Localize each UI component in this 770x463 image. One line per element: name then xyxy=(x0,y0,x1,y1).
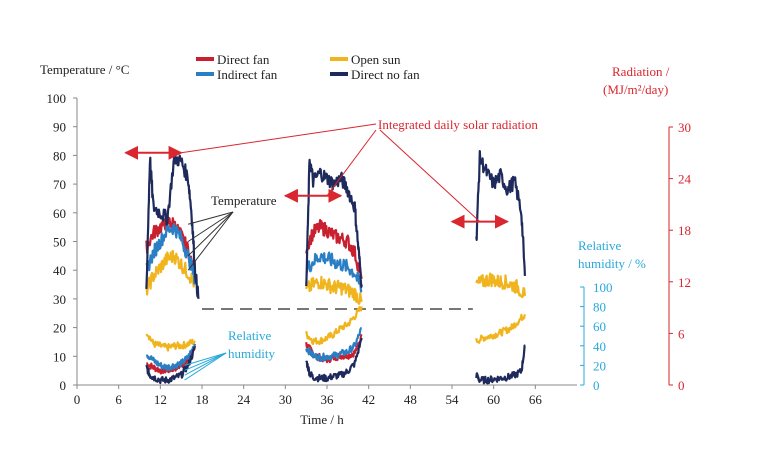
humidity-annotation-line1: Relative xyxy=(228,328,272,343)
temperature-line-direct-no-fan-day3 xyxy=(475,150,526,276)
humidity-line-direct-no-fan-day1 xyxy=(145,346,196,385)
x-axis-ticks: 0 6 12 18 24 30 36 42 48 54 60 66 xyxy=(74,385,543,407)
humidity-line-open-sun-day2 xyxy=(305,305,363,346)
y-tick-label: 10 xyxy=(53,349,66,364)
humidity-tick-label: 0 xyxy=(593,378,600,393)
radiation-leader-2 xyxy=(326,129,377,197)
humidity-line-open-sun-day1 xyxy=(145,333,196,352)
x-tick-label: 60 xyxy=(487,392,500,407)
humidity-line-direct-no-fan-day2 xyxy=(305,337,363,383)
humidity-tick-label: 100 xyxy=(593,280,613,295)
legend-label-open-sun: Open sun xyxy=(351,52,401,67)
humidity-tick-label: 80 xyxy=(593,300,606,315)
humidity-tick-label: 60 xyxy=(593,319,606,334)
temperature-series xyxy=(145,150,526,305)
humidity-annotation-line2: humidity xyxy=(228,346,275,361)
humidity-line-direct-no-fan-day3 xyxy=(475,344,526,385)
temperature-line-direct-fan-day1 xyxy=(145,214,197,276)
y-tick-label: 40 xyxy=(53,263,66,278)
temperature-line-open-sun-day2 xyxy=(305,275,363,305)
humidity-axis-label-line1: Relative xyxy=(578,238,622,253)
legend-label-direct-no-fan: Direct no fan xyxy=(351,67,420,82)
x-tick-label: 42 xyxy=(362,392,375,407)
x-tick-label: 54 xyxy=(446,392,460,407)
x-tick-label: 48 xyxy=(404,392,417,407)
temperature-leader-3 xyxy=(187,211,234,257)
y-tick-label: 90 xyxy=(53,120,66,135)
humidity-axis-label-line2: humidity / % xyxy=(578,256,646,271)
radiation-tick-label: 24 xyxy=(678,172,692,187)
radiation-tick-label: 18 xyxy=(678,223,691,238)
humidity-line-indirect-fan-day2 xyxy=(305,327,363,362)
y-tick-label: 70 xyxy=(53,177,66,192)
y-tick-label: 0 xyxy=(60,378,67,393)
y-tick-label: 30 xyxy=(53,292,66,307)
y-tick-label: 50 xyxy=(53,235,66,250)
y-tick-label: 100 xyxy=(47,91,67,106)
temperature-annotation: Temperature xyxy=(211,193,277,208)
humidity-line-indirect-fan-day1 xyxy=(145,343,197,372)
humidity-line-direct-fan-day1 xyxy=(146,345,197,375)
x-tick-label: 30 xyxy=(279,392,292,407)
legend: Direct fan Open sun Indirect fan Direct … xyxy=(196,52,420,82)
radiation-tick-label: 0 xyxy=(678,378,685,393)
temperature-leader-4 xyxy=(187,211,234,271)
radiation-axis-label-line1: Radiation / xyxy=(612,64,670,79)
radiation-leader-3 xyxy=(379,129,481,222)
y-axis-ticks: 0 10 20 30 40 50 60 70 80 90 100 xyxy=(47,91,77,393)
temperature-line-open-sun-day1 xyxy=(145,249,197,296)
y-axis-label: Temperature / °C xyxy=(40,62,129,77)
y-tick-label: 20 xyxy=(53,321,66,336)
x-tick-label: 36 xyxy=(321,392,335,407)
temperature-leader-2 xyxy=(187,211,234,242)
humidity-leader-3 xyxy=(184,352,227,376)
y-tick-label: 60 xyxy=(53,206,66,221)
humidity-leader-1 xyxy=(184,352,227,366)
humidity-tick-label: 20 xyxy=(593,358,606,373)
radiation-annotation: Integrated daily solar radiation xyxy=(378,117,538,132)
humidity-leader-4 xyxy=(184,352,227,381)
x-axis-label: Time / h xyxy=(300,412,344,427)
radiation-axis-ticks: 0 6 12 18 24 30 xyxy=(669,120,692,393)
radiation-tick-label: 30 xyxy=(678,120,691,135)
temperature-leader-1 xyxy=(187,211,234,225)
temperature-line-indirect-fan-day1 xyxy=(145,223,197,285)
humidity-line-open-sun-day3 xyxy=(475,313,526,344)
radiation-tick-label: 12 xyxy=(678,275,691,290)
humidity-leader-2 xyxy=(184,352,227,371)
x-tick-label: 24 xyxy=(237,392,251,407)
x-tick-label: 66 xyxy=(529,392,543,407)
legend-label-indirect-fan: Indirect fan xyxy=(217,67,278,82)
temperature-line-direct-no-fan-day2 xyxy=(305,158,363,288)
legend-label-direct-fan: Direct fan xyxy=(217,52,270,67)
x-tick-label: 6 xyxy=(115,392,122,407)
temperature-line-indirect-fan-day2 xyxy=(305,251,363,293)
y-tick-label: 80 xyxy=(53,148,66,163)
radiation-leader-1 xyxy=(181,123,377,154)
x-tick-label: 0 xyxy=(74,392,81,407)
temperature-line-open-sun-day3 xyxy=(475,272,526,299)
radiation-tick-label: 6 xyxy=(678,326,685,341)
humidity-axis-ticks: 0 20 40 60 80 100 xyxy=(580,280,613,393)
x-tick-label: 18 xyxy=(196,392,209,407)
temperature-line-direct-fan-day2 xyxy=(305,219,363,280)
humidity-tick-label: 40 xyxy=(593,339,606,354)
x-tick-label: 12 xyxy=(154,392,167,407)
radiation-axis-label-line2: (MJ/m²/day) xyxy=(603,82,668,97)
humidity-series xyxy=(145,305,526,385)
annotation-leader-lines xyxy=(181,123,481,381)
